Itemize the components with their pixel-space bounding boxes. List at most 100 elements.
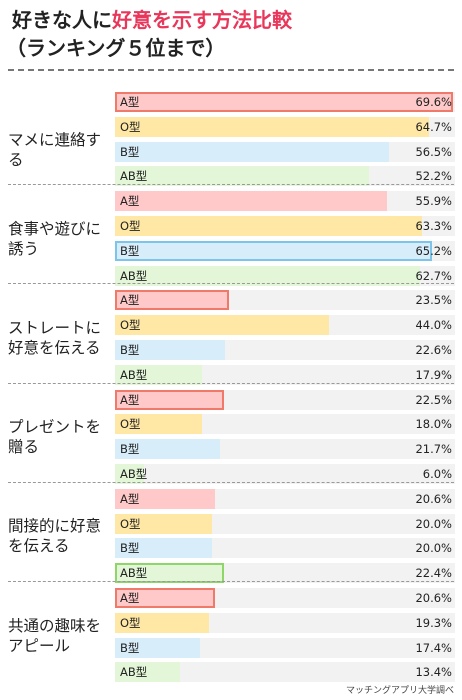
bar-row: A型 20.6%: [115, 588, 455, 608]
bar-value-label: 6.0%: [422, 467, 452, 481]
bar-category-label: B型: [120, 144, 140, 159]
bar: [115, 141, 390, 162]
bar-row: A型 55.9%: [115, 191, 455, 212]
bar-category-label: B型: [120, 541, 140, 556]
bar-row: B型 17.4%: [115, 637, 455, 658]
bar-value-label: 20.0%: [415, 516, 452, 531]
bar-row: O型 64.7%: [115, 116, 455, 137]
group-separator: [8, 581, 454, 582]
bar-track: [115, 637, 455, 658]
bar-row: B型 21.7%: [115, 439, 455, 460]
bar-value-label: 52.2%: [415, 169, 452, 184]
group-separator: [8, 184, 454, 186]
bar-value-label: 22.5%: [415, 392, 452, 407]
bar: [115, 414, 203, 435]
bar-category-label: B型: [120, 442, 140, 457]
bar-category-label: O型: [120, 318, 141, 333]
bar-category-label: O型: [120, 119, 141, 134]
bar-category-label: A型: [120, 591, 140, 605]
bar-category-label: AB型: [120, 169, 148, 184]
bar-row: AB型 17.9%: [115, 364, 455, 385]
bar: [115, 563, 224, 584]
bar: [115, 166, 369, 187]
bar-row: O型 44.0%: [115, 315, 455, 336]
bar-row: O型 19.3%: [115, 612, 455, 633]
bar: [115, 364, 202, 385]
group-separator: [8, 382, 454, 384]
bar-row: B型 22.6%: [115, 340, 455, 360]
bar-category-label: AB型: [120, 268, 148, 283]
bar: [115, 389, 225, 410]
bar-category-label: A型: [120, 293, 140, 308]
bar-category-label: B型: [120, 243, 140, 258]
bar-row: AB型 6.0%: [115, 464, 455, 484]
bar: [115, 588, 216, 608]
bar-category-label: A型: [120, 392, 140, 407]
bar-track: [115, 464, 455, 484]
bar-category-label: O型: [120, 219, 141, 233]
bar: [115, 216, 423, 236]
bar-value-label: 62.7%: [415, 268, 452, 283]
bar-row: AB型 22.4%: [115, 563, 455, 584]
bar: [115, 488, 216, 509]
bar: [115, 290, 230, 311]
title-accent: 好意を示す方法比較: [112, 8, 292, 32]
bar-track: [115, 662, 455, 683]
bar: [115, 191, 387, 212]
bar-category-label: B型: [120, 343, 140, 357]
bar-value-label: 17.9%: [415, 367, 452, 382]
bar-value-label: 20.6%: [415, 591, 452, 605]
bar: [115, 637, 200, 658]
bar-row: AB型 52.2%: [115, 166, 455, 187]
group-label: 共通の趣味をアピール: [8, 616, 102, 655]
source-credit: マッチングアプリ大学調べ: [345, 686, 454, 696]
bar: [115, 92, 454, 112]
bar: [115, 439, 221, 460]
bar-value-label: 63.3%: [415, 219, 452, 233]
bar-category-label: A型: [120, 95, 140, 109]
bar: [115, 464, 145, 484]
bar-row: A型 22.5%: [115, 389, 455, 410]
bar: [115, 240, 432, 261]
bar-value-label: 22.4%: [415, 566, 452, 581]
bar-value-label: 22.6%: [415, 343, 452, 357]
bar-value-label: 20.0%: [415, 541, 452, 556]
bar-value-label: 69.6%: [415, 95, 452, 109]
bar-value-label: 55.9%: [415, 194, 452, 209]
group-label: マメに連絡する: [8, 130, 102, 169]
bar-row: B型 20.0%: [115, 538, 455, 559]
bar-value-label: 65.2%: [415, 243, 452, 258]
group-separator: [8, 481, 454, 483]
bar: [115, 265, 420, 286]
bar: [115, 538, 213, 559]
bar-row: O型 63.3%: [115, 216, 455, 236]
bar: [115, 612, 209, 633]
bar: [115, 116, 430, 137]
group-label: プレゼントを贈る: [8, 418, 102, 457]
bar-category-label: AB型: [120, 467, 148, 481]
title-prefix: 好きな人に: [12, 8, 112, 32]
bar: [115, 340, 225, 360]
bar-row: B型 65.2%: [115, 240, 455, 261]
group-label: 間接的に好意を伝える: [8, 517, 102, 556]
bar-value-label: 18.0%: [415, 417, 452, 432]
chart-title: 好きな人に好意を示す方法比較: [12, 6, 292, 34]
title-separator: [8, 69, 454, 71]
bar-value-label: 17.4%: [415, 640, 452, 655]
bar-value-label: 20.6%: [415, 491, 452, 506]
bar-value-label: 13.4%: [415, 665, 452, 680]
bar-category-label: O型: [120, 417, 141, 432]
bar-row: O型 18.0%: [115, 414, 455, 435]
bar-row: AB型 62.7%: [115, 265, 455, 286]
bar-category-label: AB型: [120, 566, 148, 581]
bar-category-label: A型: [120, 491, 140, 506]
bar-value-label: 19.3%: [415, 615, 452, 630]
bar-value-label: 64.7%: [415, 119, 452, 134]
bar-row: O型 20.0%: [115, 513, 455, 534]
bar-value-label: 23.5%: [415, 293, 452, 308]
bar-category-label: O型: [120, 516, 141, 531]
bar-row: A型 23.5%: [115, 290, 455, 311]
group-label: 食事や遊びに誘う: [8, 219, 102, 258]
bar-category-label: AB型: [120, 367, 148, 382]
bar-row: A型 69.6%: [115, 92, 455, 112]
